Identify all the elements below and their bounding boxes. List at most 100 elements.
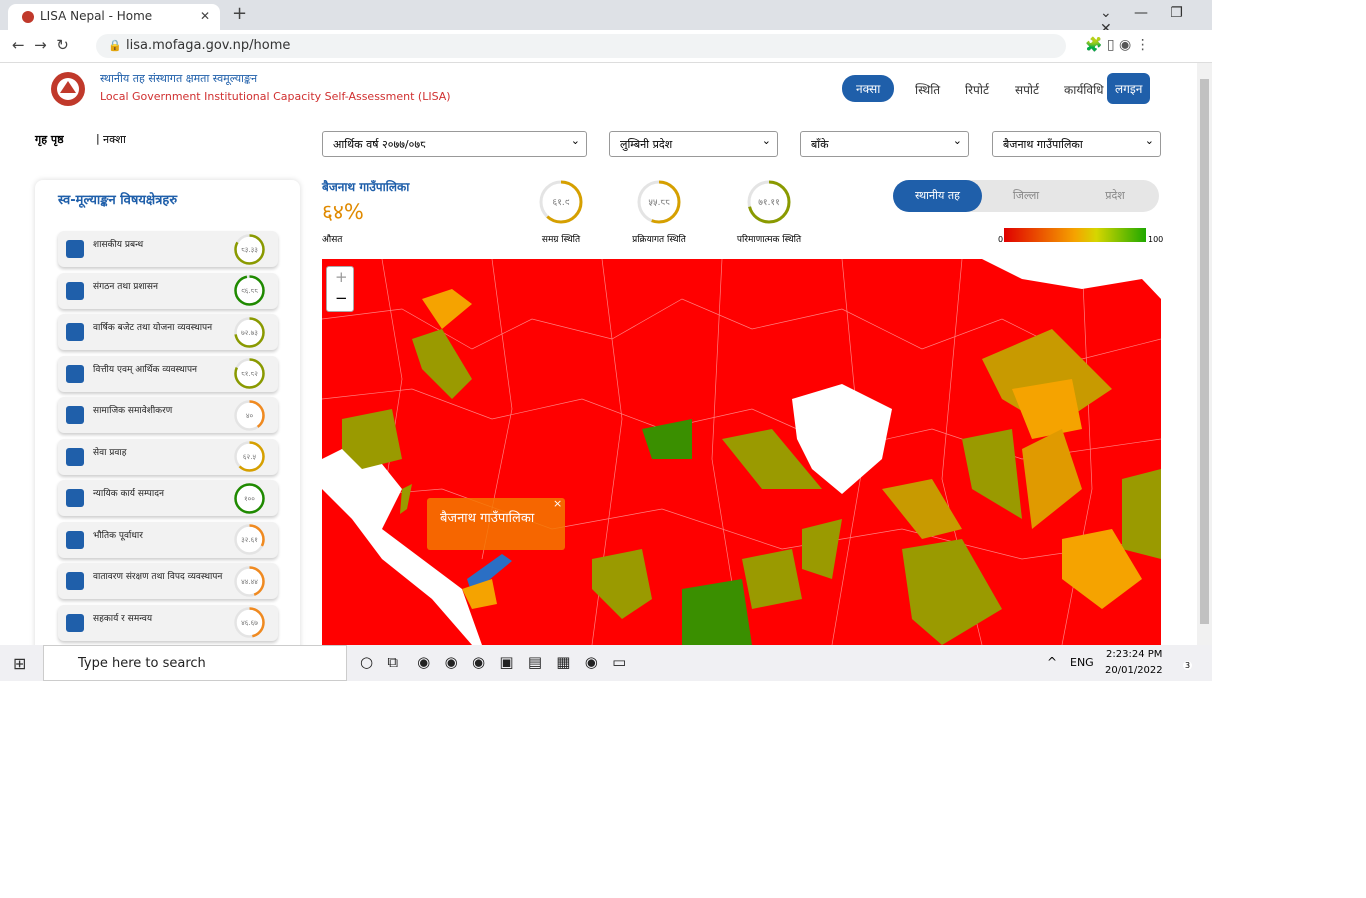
browser-actions[interactable]: 🧩 ▯ ◉ ⋮	[1085, 37, 1150, 53]
popup-close[interactable]: ×	[553, 497, 563, 510]
tray-arrow[interactable]: ^	[1047, 655, 1058, 669]
ring-label: ६१.९	[553, 198, 570, 208]
item-name: सेवा प्रवाह	[93, 447, 127, 458]
ring-label: ३२.६१	[241, 536, 258, 544]
item-name: सामाजिक समावेशीकरण	[93, 406, 173, 416]
select-arrow: ⌄	[761, 134, 771, 147]
breadcrumb-separator: |	[96, 132, 100, 145]
nav-link[interactable]: सपोर्ट	[1015, 83, 1040, 97]
ring-arc	[539, 180, 583, 224]
toggle-option[interactable]: प्रदेश	[1105, 189, 1125, 202]
item-name: शासकीय प्रबन्ध	[93, 240, 144, 250]
popup-text: बैजनाथ गाउँपालिका	[440, 511, 535, 526]
ring-arc	[233, 275, 265, 306]
favicon	[22, 11, 34, 23]
indicator-label: प्रक्रियागत स्थिति	[632, 235, 686, 245]
site-title-en: Local Government Institutional Capacity …	[100, 90, 451, 103]
nav-link[interactable]: स्थिति	[915, 83, 941, 97]
zoom-in[interactable]: +	[335, 268, 348, 286]
nav-link[interactable]: रिपोर्ट	[965, 83, 989, 97]
ring-label: ४०	[245, 411, 253, 419]
item-score: ३२.६१	[233, 524, 265, 555]
map-popup: बैजनाथ गाउँपालिका ×	[427, 497, 565, 550]
indicator-score: ६१.९	[539, 180, 583, 224]
select-arrow: ⌄	[1144, 134, 1154, 147]
item-icon	[66, 323, 84, 341]
ring-arc	[747, 180, 791, 224]
scroll-thumb[interactable]	[1200, 79, 1209, 624]
tab-close[interactable]: ✕	[200, 9, 211, 23]
ring-arc	[233, 524, 265, 555]
url: lisa.mofaga.gov.np/home	[126, 38, 291, 53]
legend-gradient	[1004, 228, 1146, 242]
ring-arc	[233, 441, 265, 472]
nav-buttons[interactable]: ← → ↻	[12, 36, 69, 54]
clock-time[interactable]: 2:23:24 PM	[1106, 649, 1163, 660]
item-score: ४६.६७	[233, 607, 265, 638]
item-score: ४४.४४	[233, 565, 265, 597]
item-name: संगठन तथा प्रशासन	[93, 281, 158, 292]
ring-label: ७२.७३	[241, 328, 258, 336]
nav-link[interactable]: कार्यविधि	[1064, 83, 1104, 97]
item-name: भौतिक पूर्वाधार	[93, 530, 143, 541]
select-arrow: ⌄	[952, 134, 962, 147]
item-icon	[66, 447, 84, 466]
ring-label: ८३.३३	[241, 245, 258, 253]
ring-arc	[233, 607, 265, 638]
item-icon	[66, 240, 84, 258]
ring-label: ९६.८८	[241, 287, 258, 295]
indicator-label: परिमाणात्मक स्थिति	[736, 235, 802, 245]
notification-count[interactable]: 3	[1183, 661, 1193, 670]
clock-date[interactable]: 20/01/2022	[1105, 665, 1163, 676]
item-icon	[66, 613, 84, 632]
filter-select[interactable]: लुम्बिनी प्रदेश ⌄	[609, 131, 778, 157]
legend-min: 0	[998, 235, 1004, 244]
nav-link[interactable]: लगइन	[1107, 73, 1151, 104]
ring-arc	[233, 565, 265, 597]
search-box[interactable]: Type here to search	[43, 645, 347, 681]
summary-average: ६४%	[322, 200, 364, 224]
ring-label: १००	[244, 494, 255, 502]
taskbar-apps[interactable]: ○ ⧉ ◉ ◉ ◉ ▣ ▤ ▦ ◉ ▭	[360, 653, 627, 671]
browser-tab[interactable]: LISA Nepal - Home ✕	[8, 4, 220, 30]
item-score: ४०	[233, 399, 265, 431]
ring-arc	[637, 180, 681, 224]
ring-arc	[233, 482, 265, 514]
ring-label: ४४.४४	[241, 577, 258, 585]
filter-select[interactable]: बाँके ⌄	[800, 131, 969, 157]
address-bar[interactable]: 🔒 lisa.mofaga.gov.np/home	[96, 34, 1066, 58]
ring-arc	[233, 233, 265, 265]
window-controls[interactable]: ⌄ — ❐ ✕	[1100, 5, 1201, 37]
item-icon	[66, 281, 84, 300]
item-icon	[66, 489, 84, 507]
filter-select[interactable]: बैजनाथ गाउँपालिका ⌄	[992, 131, 1161, 157]
sidebar-title: स्व-मूल्याङ्कन विषयक्षेत्रहरु	[58, 193, 178, 208]
start-button[interactable]: ⊞	[13, 654, 27, 673]
item-score: ६२.५	[233, 441, 265, 472]
summary-average-label: औसत	[322, 235, 343, 245]
item-name: वातावरण संरक्षण तथा विपद व्यवस्थापन	[93, 572, 223, 582]
breadcrumb-home[interactable]: गृह पृष्ठ	[35, 133, 64, 146]
ring-arc	[233, 316, 265, 348]
breadcrumb-current: नक्शा	[103, 133, 126, 146]
new-tab[interactable]: +	[232, 3, 248, 24]
scrollbar[interactable]	[1197, 63, 1212, 645]
nav-link[interactable]: नक्सा	[842, 75, 895, 102]
ring-label: ६२.५	[242, 453, 256, 461]
logo	[51, 72, 85, 106]
toggle-option[interactable]: जिल्ला	[1012, 189, 1040, 202]
tab-title: LISA Nepal - Home	[40, 9, 153, 23]
map[interactable]	[322, 259, 1161, 645]
site-title-np: स्थानीय तह संस्थागत क्षमता स्वमूल्याङ्कन	[100, 72, 258, 85]
item-score: ९६.८८	[233, 275, 265, 306]
item-score: ८३.३३	[233, 233, 265, 265]
ring-label: ७१.११	[758, 198, 780, 208]
zoom-control	[326, 266, 354, 312]
ring-arc	[233, 399, 265, 431]
language[interactable]: ENG	[1070, 656, 1094, 669]
ring-label: ४६.६७	[241, 619, 258, 627]
filter-select[interactable]: आर्थिक वर्ष २०७७/०७८ ⌄	[322, 131, 587, 157]
item-name: वित्तीय एवम् आर्थिक व्यवस्थापन	[93, 364, 198, 375]
toggle-option[interactable]: स्थानीय तह	[893, 180, 982, 212]
zoom-out[interactable]: −	[335, 289, 348, 307]
